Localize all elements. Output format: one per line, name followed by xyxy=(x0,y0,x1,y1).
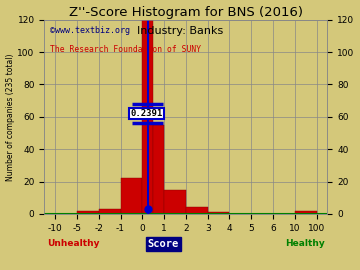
Bar xyxy=(164,190,186,214)
Text: 0.2391: 0.2391 xyxy=(130,109,163,118)
Bar xyxy=(99,209,121,214)
Text: Industry: Banks: Industry: Banks xyxy=(137,26,223,36)
Text: Unhealthy: Unhealthy xyxy=(47,239,100,248)
Text: Score: Score xyxy=(148,239,179,249)
Bar xyxy=(295,211,316,214)
Title: Z''-Score Histogram for BNS (2016): Z''-Score Histogram for BNS (2016) xyxy=(69,6,303,19)
Bar xyxy=(153,125,164,214)
Bar xyxy=(208,212,229,214)
Bar xyxy=(142,20,153,214)
Bar xyxy=(121,178,142,214)
Bar xyxy=(186,207,208,214)
Text: The Research Foundation of SUNY: The Research Foundation of SUNY xyxy=(50,45,201,54)
Text: ©www.textbiz.org: ©www.textbiz.org xyxy=(50,26,130,35)
Y-axis label: Number of companies (235 total): Number of companies (235 total) xyxy=(5,53,14,181)
Text: Healthy: Healthy xyxy=(285,239,325,248)
Bar xyxy=(77,211,99,214)
